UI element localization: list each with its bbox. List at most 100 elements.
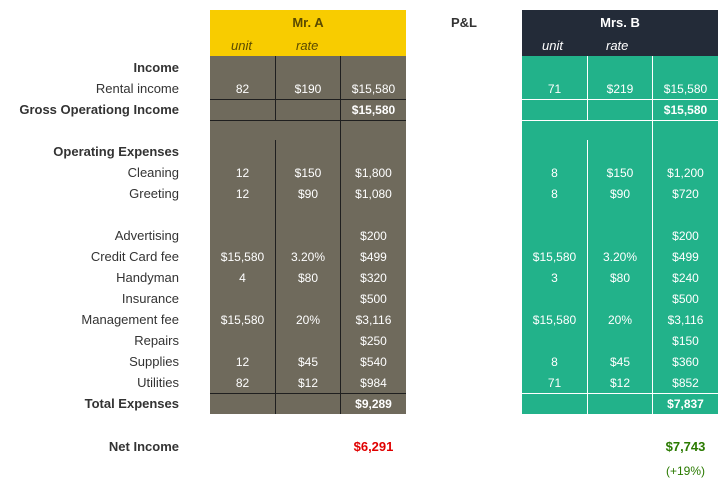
a-handyman-unit: 4	[239, 271, 246, 285]
b-repairs-amount: $150	[672, 334, 699, 348]
mrs-b-body-band	[522, 56, 718, 414]
a-net-income: $6,291	[353, 439, 394, 454]
b-utilities-amount: $852	[672, 376, 699, 390]
b-management-unit: $15,580	[532, 313, 577, 327]
label-rental-income: Rental income	[95, 81, 179, 96]
label-net-income: Net Income	[108, 439, 179, 454]
b-supplies-unit: 8	[551, 355, 558, 369]
b-handyman-rate: $80	[609, 271, 631, 285]
label-utilities: Utilities	[137, 375, 179, 390]
a-advertising-amount: $200	[360, 229, 387, 243]
mrs-b-row-divider-1	[522, 99, 718, 100]
a-rental-amount: $15,580	[351, 82, 396, 96]
b-advertising-amount: $200	[672, 229, 699, 243]
b-supplies-amount: $360	[672, 355, 699, 369]
label-credit-card-fee: Credit Card fee	[90, 249, 179, 264]
label-management-fee: Management fee	[81, 312, 179, 327]
label-cleaning: Cleaning	[127, 165, 179, 180]
a-credit-amount: $499	[360, 250, 387, 264]
b-management-amount: $3,116	[667, 313, 704, 327]
a-utilities-unit: 82	[235, 376, 250, 390]
b-cleaning-unit: 8	[551, 166, 558, 180]
b-credit-amount: $499	[672, 250, 699, 264]
b-greeting-rate: $90	[609, 187, 631, 201]
label-insurance: Insurance	[121, 291, 179, 306]
b-net-income: $7,743	[665, 439, 706, 454]
a-supplies-rate: $45	[297, 355, 319, 369]
mrs-b-header-band	[522, 10, 718, 56]
label-income: Income	[133, 60, 179, 75]
a-utilities-amount: $984	[360, 376, 387, 390]
a-handyman-amount: $320	[360, 271, 387, 285]
a-handyman-rate: $80	[297, 271, 319, 285]
mr-a-rate-header: rate	[296, 38, 319, 53]
label-greeting: Greeting	[129, 186, 179, 201]
b-utilities-unit: 71	[547, 376, 562, 390]
mrs-b-row-divider-3	[522, 393, 718, 394]
b-gross-amount: $15,580	[663, 103, 708, 117]
b-utilities-rate: $12	[609, 376, 631, 390]
b-rental-unit: 71	[547, 82, 562, 96]
a-credit-rate: 3.20%	[290, 250, 326, 264]
a-gross-amount: $15,580	[351, 103, 396, 117]
a-management-rate: 20%	[295, 313, 321, 327]
a-repairs-amount: $250	[360, 334, 387, 348]
mrs-b-row-divider-2	[522, 120, 718, 121]
mr-a-row-divider-2	[210, 120, 406, 121]
b-cleaning-rate: $150	[606, 166, 634, 180]
a-management-amount: $3,116	[355, 313, 392, 327]
a-cleaning-rate: $150	[294, 166, 322, 180]
mr-a-title: Mr. A	[292, 15, 324, 30]
a-greeting-rate: $90	[297, 187, 319, 201]
a-greeting-unit: 12	[235, 187, 250, 201]
label-supplies: Supplies	[129, 354, 179, 369]
mr-a-unit-header: unit	[231, 38, 252, 53]
mrs-b-title: Mrs. B	[600, 15, 640, 30]
a-supplies-unit: 12	[235, 355, 250, 369]
mr-a-col-divider-3	[275, 140, 276, 414]
b-insurance-amount: $500	[672, 292, 699, 306]
a-management-unit: $15,580	[220, 313, 265, 327]
a-rental-rate: $190	[294, 82, 322, 96]
b-credit-unit: $15,580	[532, 250, 577, 264]
b-handyman-amount: $240	[672, 271, 699, 285]
b-greeting-amount: $720	[672, 187, 699, 201]
mr-a-col-divider-2	[340, 56, 341, 414]
b-net-change: (+19%)	[665, 464, 706, 478]
a-credit-unit: $15,580	[220, 250, 265, 264]
label-gross-income: Gross Operationg Income	[19, 102, 179, 117]
b-credit-rate: 3.20%	[602, 250, 638, 264]
b-cleaning-amount: $1,200	[667, 166, 704, 180]
b-rental-rate: $219	[606, 82, 634, 96]
a-rental-unit: 82	[235, 82, 250, 96]
pl-title: P&L	[451, 15, 477, 30]
a-cleaning-amount: $1,800	[355, 166, 392, 180]
mr-a-col-divider-1	[275, 56, 276, 121]
a-total-expenses: $9,289	[355, 397, 392, 411]
label-advertising: Advertising	[114, 228, 179, 243]
mrs-b-col-divider-2	[652, 56, 653, 414]
a-supplies-amount: $540	[360, 355, 387, 369]
a-cleaning-unit: 12	[235, 166, 250, 180]
mrs-b-rate-header: rate	[606, 38, 629, 53]
a-utilities-rate: $12	[297, 376, 319, 390]
mrs-b-col-divider-1	[587, 56, 588, 121]
mr-a-row-divider-3	[210, 393, 406, 394]
b-handyman-unit: 3	[551, 271, 558, 285]
label-handyman: Handyman	[116, 270, 179, 285]
b-total-expenses: $7,837	[667, 397, 704, 411]
a-insurance-amount: $500	[360, 292, 387, 306]
mrs-b-col-divider-3	[587, 140, 588, 414]
mr-a-header-band	[210, 10, 406, 56]
b-greeting-unit: 8	[551, 187, 558, 201]
a-greeting-amount: $1,080	[355, 187, 392, 201]
label-total-expenses: Total Expenses	[84, 396, 179, 411]
mrs-b-unit-header: unit	[542, 38, 563, 53]
b-rental-amount: $15,580	[663, 82, 708, 96]
mr-a-row-divider-1	[210, 99, 406, 100]
label-repairs: Repairs	[134, 333, 179, 348]
b-supplies-rate: $45	[609, 355, 631, 369]
label-operating-expenses: Operating Expenses	[53, 144, 179, 159]
mr-a-body-band	[210, 56, 406, 414]
b-management-rate: 20%	[607, 313, 633, 327]
